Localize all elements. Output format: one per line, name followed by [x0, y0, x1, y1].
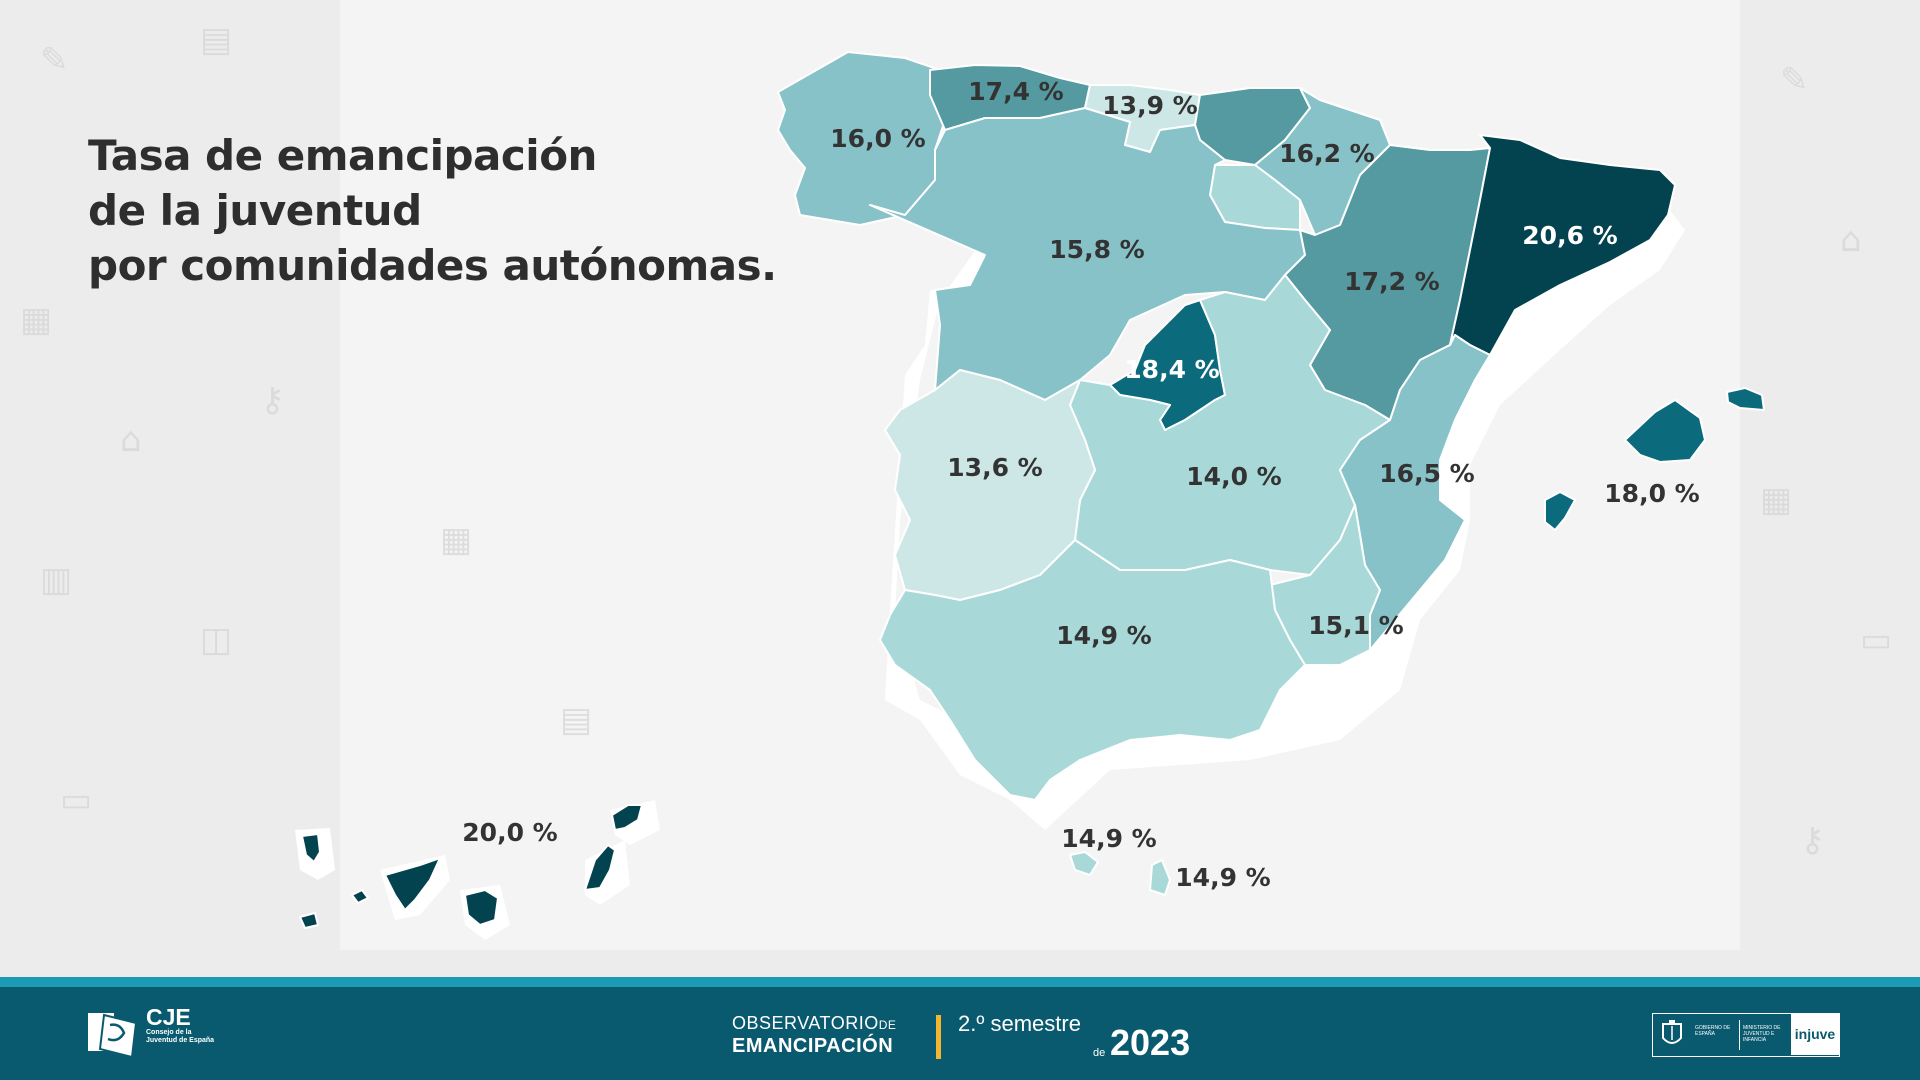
card-icon: ▭: [1860, 620, 1893, 660]
cje-subtitle: Consejo de la Juventud de España: [146, 1029, 215, 1044]
calendar-icon: ▦: [20, 300, 53, 340]
label-murcia: 15,1 %: [1308, 611, 1403, 640]
footer-accent-stripe: [0, 977, 1920, 987]
region-melilla: [1149, 859, 1171, 896]
bag-icon: ◫: [200, 620, 233, 660]
injuve-logo: injuve: [1791, 1014, 1839, 1055]
label-ceuta: 14,9 %: [1061, 824, 1156, 853]
book-icon: ▤: [560, 700, 593, 740]
label-melilla: 14,9 %: [1175, 863, 1270, 892]
pencil-icon: ✎: [1780, 60, 1809, 100]
label-madrid: 18,4 %: [1124, 355, 1219, 384]
obs-de-text: DE: [878, 1018, 897, 1032]
cje-name: CJE: [146, 1004, 191, 1030]
title-line-2: de la juventud: [88, 186, 422, 235]
label-extremadura: 13,6 %: [947, 453, 1042, 482]
government-logo: GOBIERNO DE ESPAÑA MINISTERIO DE JUVENTU…: [1652, 1013, 1840, 1057]
label-cataluna: 20,6 %: [1522, 221, 1617, 250]
key-icon: ⚷: [1800, 820, 1825, 860]
spain-map: 16,0 % 17,4 % 13,9 % 16,2 % 20,6 % 15,8 …: [295, 51, 1765, 940]
label-baleares: 18,0 %: [1604, 479, 1699, 508]
region-valencia: [1339, 334, 1491, 651]
chart-icon: ▥: [40, 560, 73, 600]
semester-de-text: de: [1093, 1047, 1106, 1059]
gov-separator: [1739, 1020, 1740, 1050]
label-aragon: 17,2 %: [1344, 267, 1439, 296]
region-ceuta: [1069, 851, 1099, 876]
label-valencia: 16,5 %: [1379, 459, 1474, 488]
house-icon: ⌂: [1840, 220, 1862, 260]
map-title: Tasa de emancipación de la juventud por …: [88, 128, 777, 293]
grid-icon: ▦: [440, 520, 473, 560]
label-castilla-leon: 15,8 %: [1049, 235, 1144, 264]
label-asturias: 17,4 %: [968, 77, 1063, 106]
region-canarias: [295, 800, 660, 940]
label-cantabria: 13,9 %: [1102, 91, 1197, 120]
year-text: 2023: [1110, 1022, 1191, 1063]
book-icon: ▤: [200, 20, 233, 60]
label-galicia: 16,0 %: [830, 124, 925, 153]
semester-text: 2.º semestre: [958, 1011, 1081, 1036]
coat-of-arms-icon: [1662, 1020, 1682, 1044]
title-line-1: Tasa de emancipación: [88, 131, 597, 180]
gobierno-text: GOBIERNO DE ESPAÑA: [1695, 1025, 1731, 1037]
house-icon: ⌂: [120, 420, 142, 460]
cje-logo-icon: [88, 1013, 138, 1059]
cje-brand: CJE Consejo de la Juventud de España: [146, 1005, 216, 1045]
footer-bar: CJE Consejo de la Juventud de España OBS…: [0, 987, 1920, 1080]
obs-top-text: OBSERVATORIO: [732, 1013, 879, 1033]
region-andalucia: [879, 539, 1306, 801]
observatorio-brand: OBSERVATORIODE EMANCIPACIÓN: [732, 1013, 896, 1057]
title-line-3: por comunidades autónomas.: [88, 241, 777, 290]
pencil-icon: ✎: [40, 40, 69, 80]
ministerio-text: MINISTERIO DE JUVENTUD E INFANCIA: [1743, 1025, 1781, 1043]
footer-divider: [936, 1015, 941, 1059]
obs-bottom-text: EMANCIPACIÓN: [732, 1035, 894, 1057]
card-icon: ▭: [60, 780, 93, 820]
label-navarra: 16,2 %: [1279, 139, 1374, 168]
key-icon: ⚷: [260, 380, 285, 420]
region-cataluna: [1449, 134, 1676, 356]
label-castilla-la-mancha: 14,0 %: [1186, 462, 1281, 491]
label-canarias: 20,0 %: [462, 818, 557, 847]
region-baleares: [1544, 387, 1765, 531]
label-andalucia: 14,9 %: [1056, 621, 1151, 650]
calendar-icon: ▦: [1760, 480, 1793, 520]
